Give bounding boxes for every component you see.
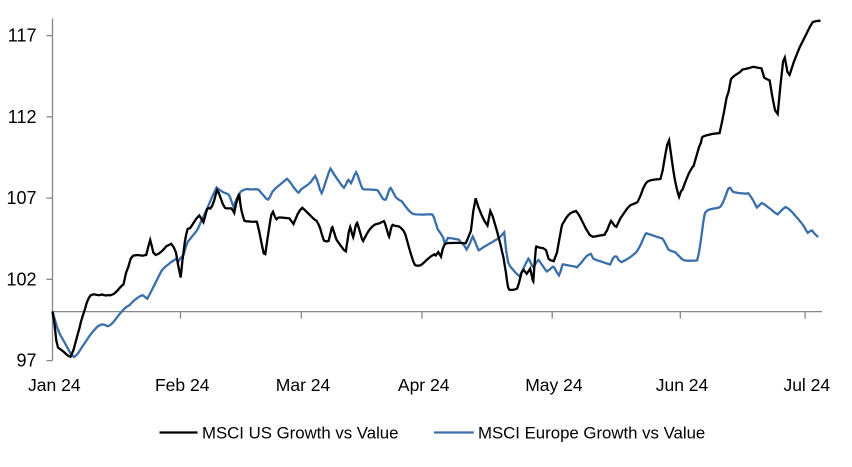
svg-text:Mar 24: Mar 24 — [276, 375, 331, 395]
svg-text:Jun 24: Jun 24 — [656, 375, 709, 395]
svg-text:112: 112 — [8, 107, 37, 127]
svg-text:117: 117 — [8, 26, 37, 46]
svg-text:MSCI Europe Growth vs Value: MSCI Europe Growth vs Value — [478, 424, 705, 443]
svg-text:Jan 24: Jan 24 — [28, 375, 81, 395]
svg-text:Feb 24: Feb 24 — [155, 375, 210, 395]
svg-text:MSCI US Growth vs Value: MSCI US Growth vs Value — [202, 424, 398, 443]
svg-text:97: 97 — [16, 351, 36, 371]
svg-text:102: 102 — [6, 269, 36, 289]
svg-text:Apr 24: Apr 24 — [398, 375, 450, 395]
svg-text:May 24: May 24 — [525, 375, 583, 395]
svg-text:Jul 24: Jul 24 — [783, 375, 830, 395]
svg-text:107: 107 — [6, 188, 36, 208]
